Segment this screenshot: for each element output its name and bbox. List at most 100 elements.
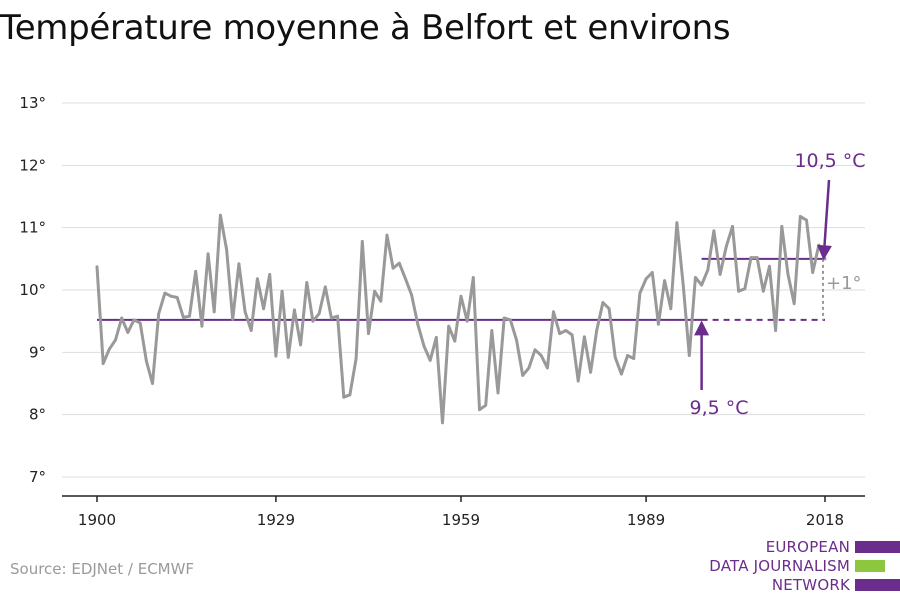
source-credit: Source: EDJNet / ECMWF bbox=[10, 560, 195, 578]
data-point-1906 bbox=[132, 318, 136, 322]
data-point-1972 bbox=[539, 354, 543, 357]
data-point-1948 bbox=[391, 266, 395, 270]
edjnet-logo: EUROPEAN DATA JOURNALISM NETWORK bbox=[700, 538, 900, 596]
data-point-1968 bbox=[515, 338, 518, 342]
x-tick-label-2018: 2018 bbox=[806, 511, 844, 529]
data-point-2010 bbox=[774, 329, 778, 332]
data-point-1929 bbox=[274, 354, 278, 358]
annotation-label-low: 9,5 °C bbox=[689, 397, 748, 419]
y-tick-label-12: 12° bbox=[19, 156, 46, 174]
x-tick-label-1959: 1959 bbox=[442, 511, 480, 529]
data-point-1928 bbox=[268, 273, 272, 276]
data-point-1918 bbox=[206, 252, 210, 256]
data-point-1919 bbox=[212, 310, 216, 314]
data-point-1996 bbox=[687, 354, 691, 357]
data-point-1947 bbox=[385, 233, 389, 237]
data-point-1971 bbox=[533, 348, 537, 352]
data-point-2004 bbox=[737, 289, 741, 293]
data-point-1981 bbox=[595, 329, 599, 332]
data-point-1942 bbox=[354, 357, 358, 360]
y-tick-label-9: 9° bbox=[29, 343, 46, 361]
data-point-1952 bbox=[416, 322, 420, 326]
data-point-1925 bbox=[249, 329, 253, 332]
x-tick-label-1929: 1929 bbox=[257, 511, 295, 529]
data-point-1977 bbox=[570, 333, 574, 337]
data-point-1958 bbox=[453, 339, 457, 343]
annotation-label-difference: +1° bbox=[826, 273, 862, 294]
data-point-2009 bbox=[768, 264, 771, 268]
y-axis-ticks: 7° 8° 9° 10° 11° 12° 13° bbox=[19, 94, 46, 486]
data-point-1922 bbox=[231, 317, 235, 321]
data-point-1994 bbox=[675, 221, 679, 225]
data-point-1967 bbox=[508, 318, 512, 322]
data-point-1921 bbox=[225, 248, 228, 251]
data-point-1995 bbox=[681, 282, 685, 286]
data-point-1993 bbox=[669, 307, 673, 311]
data-point-1979 bbox=[582, 335, 586, 339]
data-point-1945 bbox=[373, 289, 377, 293]
data-point-1902 bbox=[107, 347, 111, 351]
data-point-1935 bbox=[311, 319, 315, 323]
data-point-1913 bbox=[175, 296, 179, 299]
data-point-1911 bbox=[163, 291, 167, 295]
y-tick-label-11: 11° bbox=[19, 219, 46, 237]
data-point-1986 bbox=[626, 354, 629, 357]
data-point-1939 bbox=[336, 314, 340, 318]
x-tick-label-1900: 1900 bbox=[78, 511, 116, 529]
data-point-1914 bbox=[181, 316, 185, 319]
annotation-arrow-high bbox=[817, 179, 832, 261]
data-point-1951 bbox=[410, 293, 414, 297]
grid-lines bbox=[62, 102, 865, 478]
data-point-1909 bbox=[151, 382, 154, 385]
data-point-2016 bbox=[811, 271, 815, 274]
data-point-2006 bbox=[749, 256, 753, 259]
x-tick-label-1989: 1989 bbox=[627, 511, 665, 529]
data-point-1990 bbox=[650, 271, 654, 274]
y-tick-label-8: 8° bbox=[29, 406, 46, 424]
data-point-1907 bbox=[138, 321, 142, 325]
data-point-2015 bbox=[805, 218, 808, 222]
data-point-1936 bbox=[317, 312, 321, 316]
data-point-2003 bbox=[731, 225, 734, 228]
data-point-1910 bbox=[157, 312, 161, 316]
data-point-1920 bbox=[218, 213, 222, 217]
data-point-2012 bbox=[786, 273, 790, 276]
data-point-1966 bbox=[502, 316, 506, 320]
data-point-1926 bbox=[256, 277, 259, 281]
data-point-1905 bbox=[126, 330, 130, 334]
data-point-1991 bbox=[657, 322, 660, 326]
data-point-1943 bbox=[360, 239, 364, 243]
data-point-1957 bbox=[447, 324, 451, 328]
data-point-1959 bbox=[459, 294, 463, 298]
data-point-1938 bbox=[330, 316, 333, 320]
data-point-1901 bbox=[101, 362, 105, 365]
page-title: Température moyenne à Belfort et environ… bbox=[0, 8, 731, 48]
data-point-1989 bbox=[644, 277, 648, 281]
data-point-1964 bbox=[490, 329, 494, 332]
data-point-1980 bbox=[589, 370, 592, 374]
data-point-1998 bbox=[700, 283, 704, 287]
data-point-1970 bbox=[527, 366, 531, 370]
data-point-1973 bbox=[545, 366, 549, 370]
data-point-1904 bbox=[120, 316, 124, 320]
annotation-label-high: 10,5 °C bbox=[794, 150, 865, 172]
data-point-2014 bbox=[798, 215, 802, 218]
logo-bar-white bbox=[855, 560, 900, 572]
data-point-1987 bbox=[632, 357, 636, 360]
data-point-1961 bbox=[471, 276, 475, 279]
data-point-1999 bbox=[706, 268, 710, 272]
data-point-1949 bbox=[397, 261, 401, 265]
data-point-1976 bbox=[564, 329, 568, 332]
data-point-1912 bbox=[169, 294, 173, 298]
data-point-2002 bbox=[724, 244, 728, 248]
data-point-2013 bbox=[792, 302, 796, 306]
series-points bbox=[95, 213, 827, 425]
data-point-1941 bbox=[348, 393, 352, 397]
data-point-2001 bbox=[718, 273, 722, 276]
data-point-1917 bbox=[200, 324, 204, 328]
data-point-1933 bbox=[299, 343, 302, 347]
y-tick-label-7: 7° bbox=[29, 468, 46, 486]
annotations: 10,5 °C 9,5 °C +1° bbox=[689, 150, 865, 419]
data-point-2018 bbox=[823, 257, 827, 261]
data-point-1916 bbox=[194, 269, 198, 273]
